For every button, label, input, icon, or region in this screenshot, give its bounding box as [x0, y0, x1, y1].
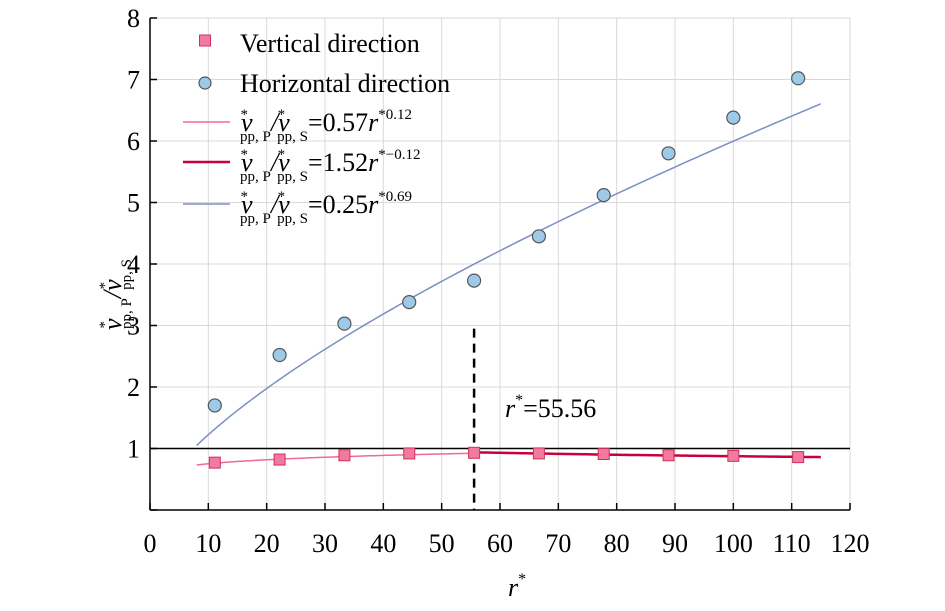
horizontal-point: [791, 71, 806, 86]
vertical-point: [468, 446, 481, 459]
x-tick-label: 120: [831, 529, 870, 558]
legend-symbol-vertical: [199, 34, 211, 47]
fit-curves: [196, 103, 822, 466]
horizontal-point: [596, 188, 611, 203]
x-tick-label: 40: [370, 529, 396, 558]
vertical-point: [792, 451, 805, 464]
x-tick-label: 20: [254, 529, 280, 558]
x-tick-label: 0: [144, 529, 157, 558]
legend-label: Horizontal direction: [240, 69, 450, 98]
y-tick-label: 6: [127, 127, 140, 156]
horizontal-point: [402, 295, 417, 310]
y-tick-label: 8: [127, 4, 140, 33]
y-axis-label: v* pp, P/v* pp, S: [97, 259, 135, 330]
axes: [149, 17, 851, 511]
horizontal-point: [531, 229, 547, 244]
x-tick-label: 30: [312, 529, 338, 558]
x-tick-label: 110: [773, 529, 811, 558]
horizontal-point: [467, 273, 482, 288]
x-tick-label: 90: [662, 529, 688, 558]
y-tick-label: 2: [127, 373, 140, 402]
x-tick-label: 100: [714, 529, 753, 558]
x-tick-label: 70: [545, 529, 571, 558]
vertical-point: [727, 449, 740, 462]
vertical-point: [403, 447, 416, 460]
annotation: r*=55.56: [505, 392, 596, 423]
x-axis-label: r*: [508, 571, 526, 602]
vertical-point: [532, 447, 545, 460]
legend-label: v* pp, P/v* pp, S=1.52r*−0.12: [240, 147, 420, 185]
legend-label: Vertical direction: [240, 29, 420, 58]
y-tick-label: 3: [127, 312, 140, 341]
legend: Vertical direction Horizontal direction v*…: [183, 29, 450, 227]
y-tick-label: 7: [127, 66, 140, 95]
x-tick-label: 10: [195, 529, 221, 558]
horizontal-point: [337, 316, 352, 331]
y-tick-labels: 1 2 3 4 5 6 7 8: [127, 4, 140, 464]
legend-label: v* pp, P/v* pp, S=0.57r*0.12: [240, 107, 412, 145]
vertical-point: [208, 456, 221, 469]
horizontal-point: [272, 347, 287, 363]
axis-labels: r* v* pp, P/v* pp, S: [97, 259, 526, 602]
y-tick-label: 4: [127, 250, 140, 279]
horizontal-point: [726, 110, 741, 125]
x-tick-labels: 0 10 20 30 40 50 60 70 80 90 100 110 120: [144, 529, 870, 558]
vertical-point: [597, 448, 610, 461]
x-tick-label: 80: [604, 529, 630, 558]
threshold-label: r*=55.56: [505, 392, 596, 423]
vertical-point: [273, 453, 286, 466]
x-tick-label: 50: [429, 529, 455, 558]
horizontal-point: [207, 398, 222, 413]
horizontal-point: [661, 146, 676, 161]
vertical-point: [338, 449, 351, 462]
data-points: [207, 71, 806, 469]
fit-curve: [196, 452, 475, 466]
x-tick-label: 60: [487, 529, 513, 558]
fit-curve: [196, 103, 822, 446]
legend-label: v* pp, P/v* pp, S=0.25r*0.69: [240, 189, 412, 227]
y-tick-label: 5: [127, 189, 140, 218]
y-tick-label: 1: [127, 435, 140, 464]
vertical-point: [662, 449, 675, 462]
fit-curve: [474, 451, 821, 459]
legend-symbol-horizontal: [198, 76, 212, 90]
